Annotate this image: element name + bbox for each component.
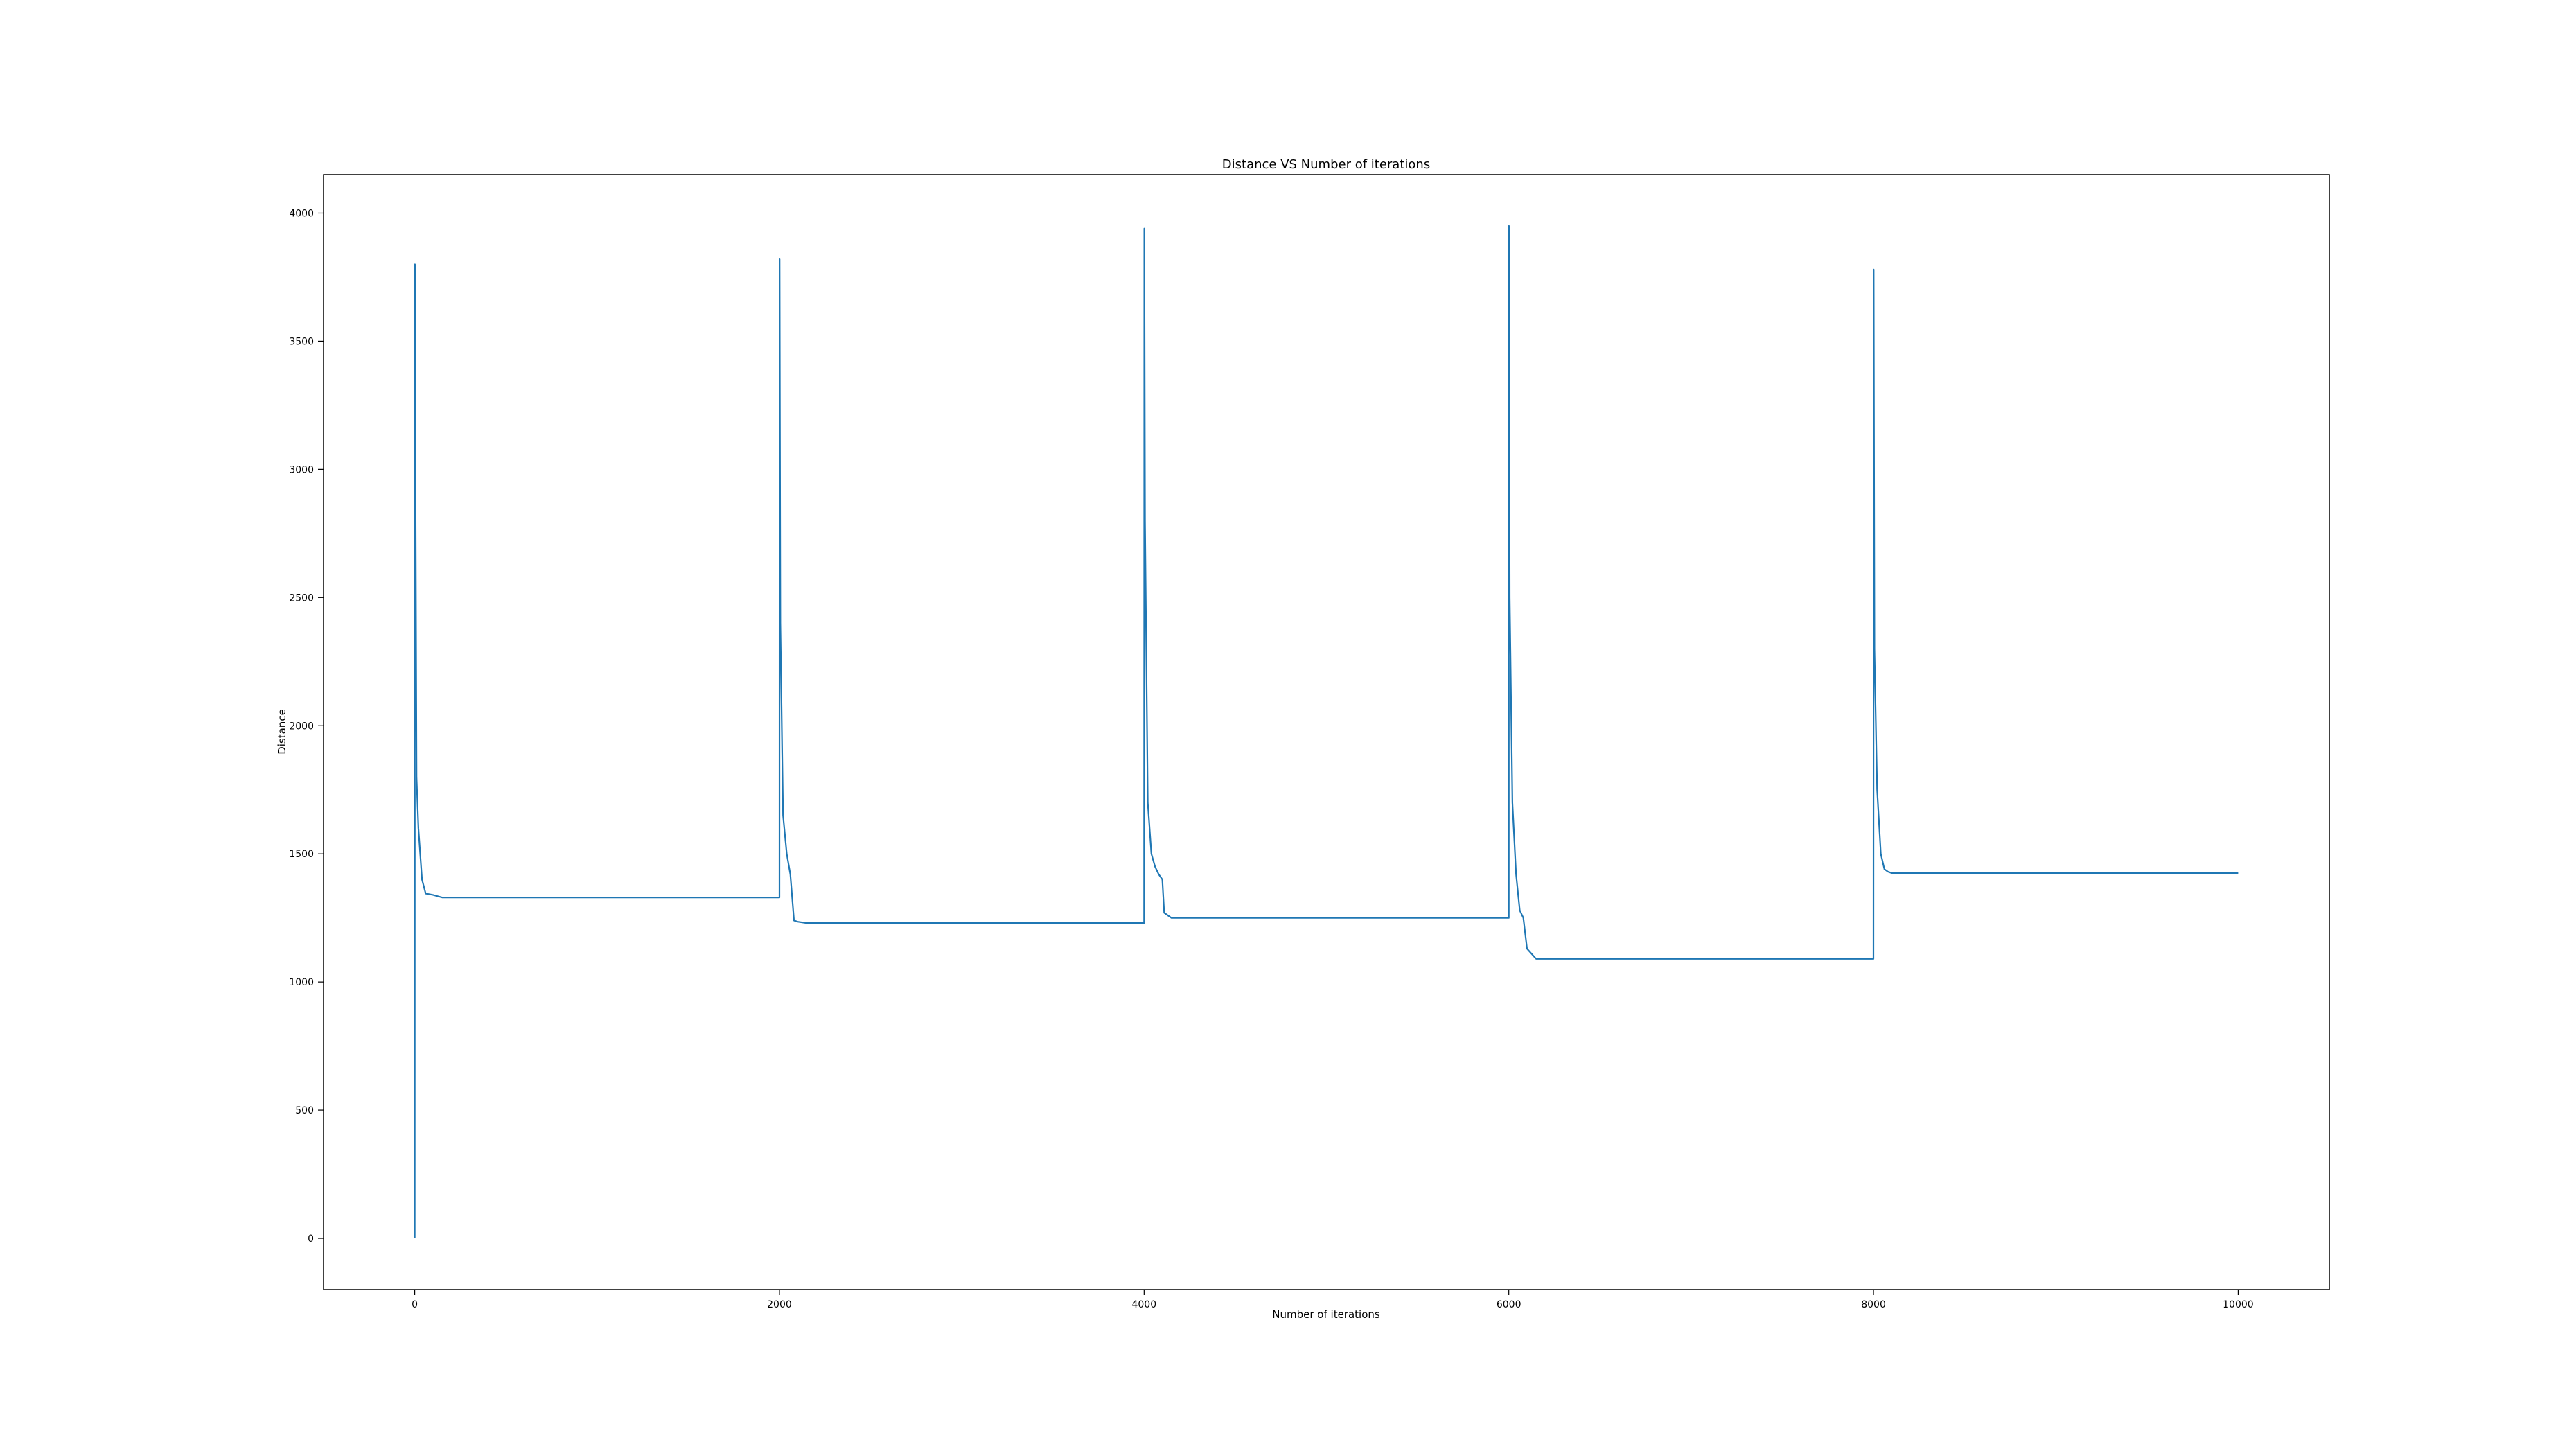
y-tick-label: 2500 bbox=[289, 592, 314, 604]
y-tick-label: 1000 bbox=[289, 977, 314, 988]
series-line bbox=[414, 225, 2239, 1239]
chart-title: Distance VS Number of iterations bbox=[1222, 157, 1430, 172]
plot-frame bbox=[323, 174, 2330, 1290]
x-axis-ticks: 0 2000 4000 6000 8000 10000 bbox=[412, 1290, 2254, 1310]
x-tick-label: 8000 bbox=[1861, 1299, 1886, 1310]
y-tick-label: 3000 bbox=[289, 464, 314, 475]
y-axis-label: Distance bbox=[276, 709, 288, 755]
x-tick-label: 2000 bbox=[767, 1299, 792, 1310]
x-tick-label: 0 bbox=[412, 1299, 418, 1310]
y-tick-label: 500 bbox=[295, 1105, 314, 1116]
y-tick-label: 4000 bbox=[289, 208, 314, 219]
y-axis-ticks: 0 500 1000 1500 2000 2500 3000 3500 4000 bbox=[289, 208, 324, 1245]
x-tick-label: 4000 bbox=[1131, 1299, 1156, 1310]
x-tick-label: 10000 bbox=[2223, 1299, 2254, 1310]
x-axis-label: Number of iterations bbox=[1272, 1308, 1380, 1321]
y-tick-label: 0 bbox=[308, 1233, 314, 1245]
y-tick-label: 2000 bbox=[289, 721, 314, 732]
x-tick-label: 6000 bbox=[1497, 1299, 1521, 1310]
y-tick-label: 3500 bbox=[289, 336, 314, 347]
y-tick-label: 1500 bbox=[289, 849, 314, 860]
